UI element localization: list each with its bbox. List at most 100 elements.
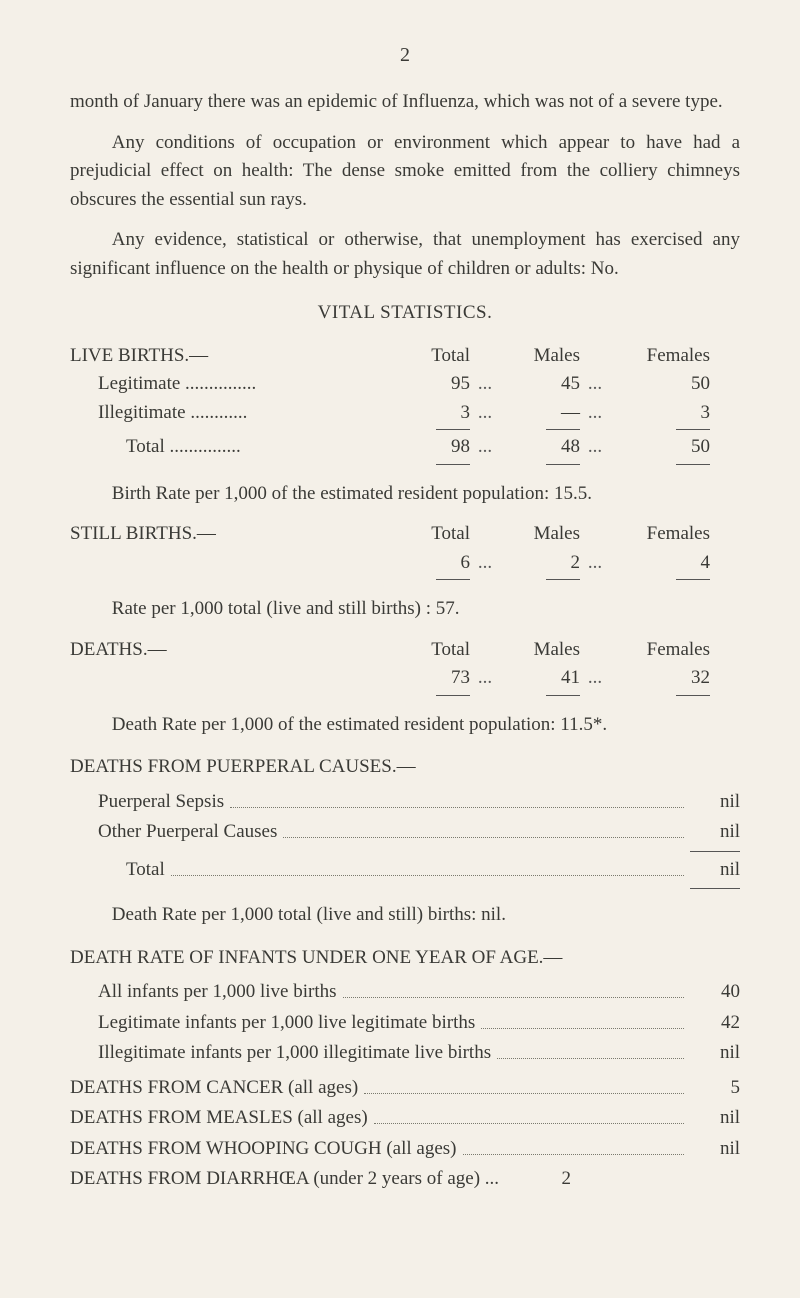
whooping-row: DEATHS FROM WHOOPING COUGH (all ages) ni… <box>70 1135 740 1164</box>
rate-still-sentence: Rate per 1,000 total (live and still bir… <box>70 595 740 624</box>
measles-row: DEATHS FROM MEASLES (all ages) nil <box>70 1104 740 1133</box>
rule-row <box>70 693 740 699</box>
live-births-label: LIVE BIRTHS.— <box>70 342 380 371</box>
document-page: 2 month of January there was an epidemic… <box>0 0 800 1298</box>
illegitimate-females: 3 <box>610 399 710 428</box>
legitimate-total: 95 <box>380 370 470 399</box>
diarrhoea-row: DEATHS FROM DIARRHŒA (under 2 years of a… <box>70 1165 740 1194</box>
legitimate-females: 50 <box>610 370 710 399</box>
still-births-total: 6 <box>380 549 470 578</box>
deaths-row: 73 ... 41 ... 32 <box>70 664 740 693</box>
death-rate-sentence: Death Rate per 1,000 of the estimated re… <box>70 711 740 740</box>
still-births-row: 6 ... 2 ... 4 <box>70 549 740 578</box>
sep: ... <box>580 399 610 428</box>
sep: ... <box>470 370 500 399</box>
all-infants-value: 40 <box>690 978 740 1007</box>
births-total-label: Total ............... <box>70 433 380 462</box>
illegitimate-row: Illegitimate ............ 3 ... — ... 3 <box>70 399 740 428</box>
col-females: Females <box>610 636 710 665</box>
death-rate-births-sentence: Death Rate per 1,000 total (live and sti… <box>70 901 740 930</box>
other-puerperal-row: Other Puerperal Causes nil <box>70 818 740 847</box>
col-males: Males <box>500 342 580 371</box>
col-total: Total <box>380 520 470 549</box>
puerperal-total-value: nil <box>690 856 740 885</box>
births-total-males: 48 <box>500 433 580 462</box>
rule <box>690 888 740 889</box>
rule <box>690 851 740 852</box>
puerperal-sepsis-label: Puerperal Sepsis <box>70 788 224 817</box>
col-males: Males <box>500 520 580 549</box>
sep: ... <box>580 433 610 462</box>
illegitimate-label: Illegitimate ............ <box>70 399 380 428</box>
dot-leader <box>364 1074 684 1094</box>
whooping-label: DEATHS FROM WHOOPING COUGH (all ages) <box>70 1135 457 1164</box>
illegit-infants-value: nil <box>690 1039 740 1068</box>
cancer-value: 5 <box>690 1074 740 1103</box>
dot-leader <box>343 978 684 998</box>
puerperal-heading: DEATHS FROM PUERPERAL CAUSES.— <box>70 753 740 782</box>
legit-infants-label: Legitimate infants per 1,000 live legiti… <box>70 1009 475 1038</box>
dot-leader <box>497 1039 684 1059</box>
all-infants-label: All infants per 1,000 live births <box>70 978 337 1007</box>
deaths-total: 73 <box>380 664 470 693</box>
dot-leader <box>374 1104 684 1124</box>
diarrhoea-label: DEATHS FROM DIARRHŒA (under 2 years of a… <box>70 1165 499 1194</box>
paragraph-3: Any evidence, statistical or otherwise, … <box>70 226 740 283</box>
rule-row <box>70 577 740 583</box>
diarrhoea-value: 2 <box>521 1165 571 1194</box>
sep: ... <box>470 549 500 578</box>
illegitimate-males: — <box>500 399 580 428</box>
measles-value: nil <box>690 1104 740 1133</box>
dot-leader <box>481 1009 684 1029</box>
still-births-block: STILL BIRTHS.— Total Males Females 6 ...… <box>70 520 740 583</box>
births-total-total: 98 <box>380 433 470 462</box>
spacer <box>505 1165 515 1184</box>
sep: ... <box>470 433 500 462</box>
births-total-row: Total ............... 98 ... 48 ... 50 <box>70 433 740 462</box>
cancer-row: DEATHS FROM CANCER (all ages) 5 <box>70 1074 740 1103</box>
birth-rate-sentence: Birth Rate per 1,000 of the estimated re… <box>70 480 740 509</box>
deaths-label: DEATHS.— <box>70 636 380 665</box>
sep: ... <box>580 370 610 399</box>
legitimate-males: 45 <box>500 370 580 399</box>
deaths-males: 41 <box>500 664 580 693</box>
other-puerperal-value: nil <box>690 818 740 847</box>
still-births-males: 2 <box>500 549 580 578</box>
illegit-infants-label: Illegitimate infants per 1,000 illegitim… <box>70 1039 491 1068</box>
illegitimate-total: 3 <box>380 399 470 428</box>
other-puerperal-label: Other Puerperal Causes <box>70 818 277 847</box>
puerperal-sepsis-value: nil <box>690 788 740 817</box>
sep: ... <box>470 664 500 693</box>
whooping-value: nil <box>690 1135 740 1164</box>
deaths-females: 32 <box>610 664 710 693</box>
puerperal-total-label: Total <box>70 856 165 885</box>
dot-leader <box>283 818 684 838</box>
col-total: Total <box>380 342 470 371</box>
col-females: Females <box>610 342 710 371</box>
births-total-females: 50 <box>610 433 710 462</box>
dot-leader <box>463 1135 685 1155</box>
sep: ... <box>470 399 500 428</box>
sep: ... <box>580 664 610 693</box>
col-total: Total <box>380 636 470 665</box>
legit-infants-row: Legitimate infants per 1,000 live legiti… <box>70 1009 740 1038</box>
dot-leader <box>171 856 684 876</box>
legitimate-label: Legitimate ............... <box>70 370 380 399</box>
vital-statistics-heading: VITAL STATISTICS. <box>70 299 740 328</box>
live-births-block: LIVE BIRTHS.— Total Males Females Legiti… <box>70 342 740 468</box>
dot-leader <box>230 788 684 808</box>
col-females: Females <box>610 520 710 549</box>
cancer-label: DEATHS FROM CANCER (all ages) <box>70 1074 358 1103</box>
infants-heading: DEATH RATE OF INFANTS UNDER ONE YEAR OF … <box>70 944 740 973</box>
col-males: Males <box>500 636 580 665</box>
deaths-block: DEATHS.— Total Males Females 73 ... 41 .… <box>70 636 740 699</box>
still-births-females: 4 <box>610 549 710 578</box>
all-infants-row: All infants per 1,000 live births 40 <box>70 978 740 1007</box>
rule-row <box>70 462 740 468</box>
sep: ... <box>580 549 610 578</box>
paragraph-2: Any conditions of occupation or environm… <box>70 129 740 215</box>
deaths-header-row: DEATHS.— Total Males Females <box>70 636 740 665</box>
illegit-infants-row: Illegitimate infants per 1,000 illegitim… <box>70 1039 740 1068</box>
legit-infants-value: 42 <box>690 1009 740 1038</box>
puerperal-sepsis-row: Puerperal Sepsis nil <box>70 788 740 817</box>
